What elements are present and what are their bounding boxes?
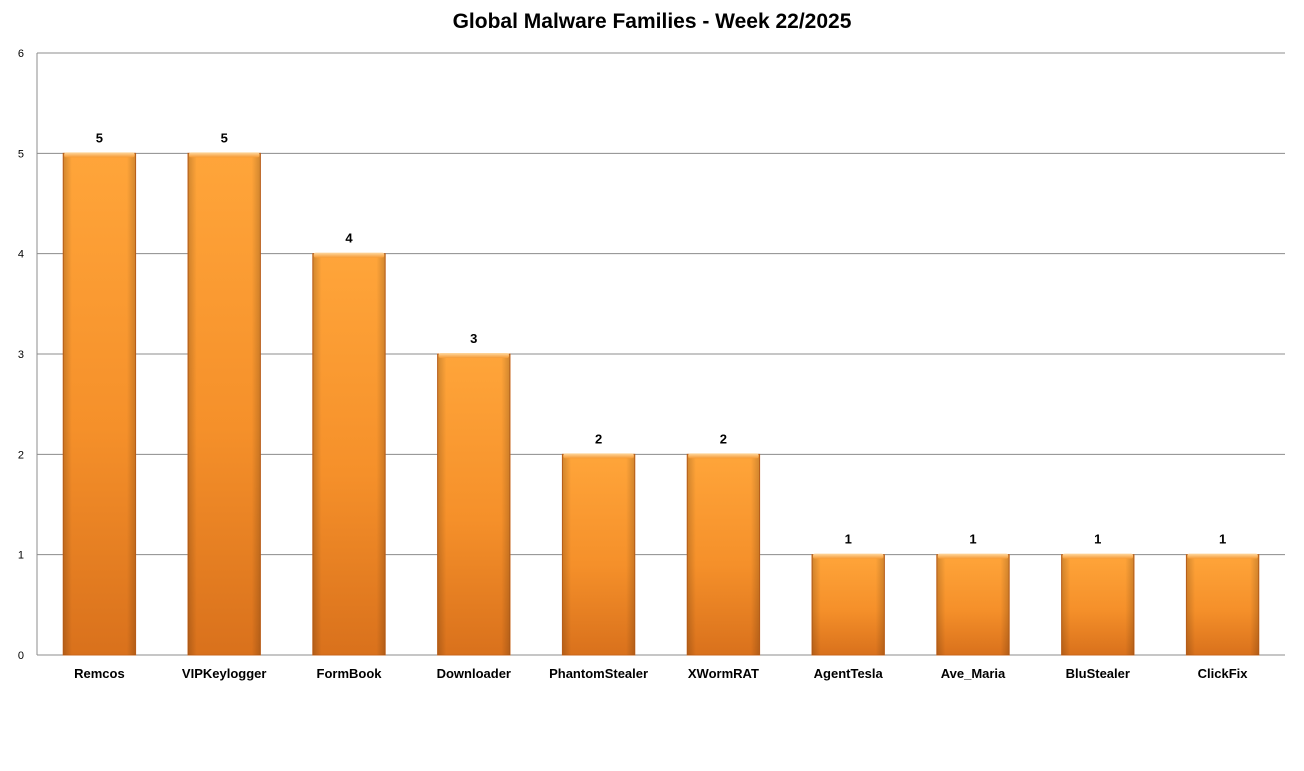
x-tick-label: PhantomStealer <box>549 666 648 681</box>
x-tick-label: XWormRAT <box>688 666 759 681</box>
data-label: 2 <box>595 431 602 446</box>
bar-shading <box>437 354 510 655</box>
bar-cap <box>438 353 509 358</box>
bar-shading <box>63 153 136 656</box>
y-tick-label: 3 <box>18 349 24 361</box>
y-tick-label: 2 <box>18 449 24 461</box>
x-tick-label: Downloader <box>437 666 511 681</box>
x-tick-label: ClickFix <box>1198 666 1249 681</box>
bar-cap <box>1062 553 1133 559</box>
x-tick-label: Ave_Maria <box>941 666 1006 681</box>
data-label: 2 <box>720 431 727 446</box>
bar-cap <box>189 152 260 158</box>
bar-shading <box>188 153 261 656</box>
x-tick-label: BluStealer <box>1066 666 1130 681</box>
bar-shading <box>687 454 760 655</box>
data-label: 5 <box>96 130 103 145</box>
chart-title: Global Malware Families - Week 22/2025 <box>452 10 852 33</box>
y-tick-label: 1 <box>18 550 24 562</box>
bars <box>62 152 1260 656</box>
y-tick-label: 5 <box>18 148 24 160</box>
bar-cap <box>937 553 1009 559</box>
bar-shading <box>812 554 885 655</box>
data-label: 1 <box>1094 532 1101 547</box>
labels: 0 1 2 3 4 5 6 5 Remcos 5 VIPKeylogger 4 FormBook 3 Dow… <box>18 48 1248 681</box>
data-label: 3 <box>470 331 477 346</box>
bar-cap <box>64 152 135 158</box>
data-label: 1 <box>845 532 852 547</box>
bar-shading <box>936 554 1010 655</box>
bar-cap <box>813 553 884 559</box>
data-label: 5 <box>221 130 228 145</box>
bar-cap <box>688 453 759 459</box>
x-tick-label: Remcos <box>74 666 125 681</box>
data-label: 1 <box>1219 532 1226 547</box>
bar-cap <box>1187 553 1258 559</box>
data-label: 1 <box>969 532 976 547</box>
bar-shading <box>562 454 635 655</box>
y-tick-label: 0 <box>18 650 24 662</box>
data-label: 4 <box>345 231 353 246</box>
y-tick-label: 4 <box>18 249 24 261</box>
bar-cap <box>563 453 634 459</box>
x-tick-label: VIPKeylogger <box>182 666 267 681</box>
x-tick-label: AgentTesla <box>814 666 884 681</box>
bar-cap <box>313 252 385 258</box>
y-tick-label: 6 <box>18 48 24 60</box>
x-tick-label: FormBook <box>317 666 383 681</box>
bar-shading <box>1186 554 1259 655</box>
bar-shading <box>1061 554 1134 655</box>
bar-shading <box>312 253 386 655</box>
